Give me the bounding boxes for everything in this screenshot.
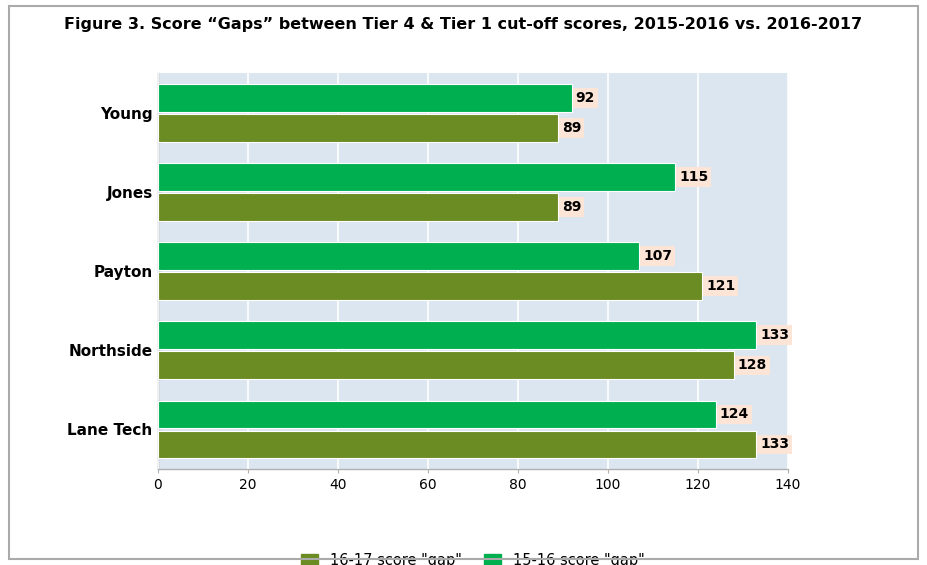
Bar bbox=[158, 351, 161, 379]
Bar bbox=[158, 431, 161, 458]
Bar bbox=[158, 84, 161, 112]
Text: 128: 128 bbox=[738, 358, 767, 372]
Text: 115: 115 bbox=[679, 170, 708, 184]
Bar bbox=[158, 272, 161, 300]
Bar bbox=[158, 114, 161, 142]
Bar bbox=[158, 193, 161, 221]
Bar bbox=[158, 401, 716, 428]
Text: 124: 124 bbox=[719, 407, 749, 421]
Bar bbox=[158, 242, 161, 270]
Bar bbox=[158, 351, 734, 379]
Text: Figure 3. Score “Gaps” between Tier 4 & Tier 1 cut-off scores, 2015-2016 vs. 201: Figure 3. Score “Gaps” between Tier 4 & … bbox=[65, 17, 862, 32]
Text: 121: 121 bbox=[706, 279, 735, 293]
Bar bbox=[158, 431, 756, 458]
Text: 89: 89 bbox=[562, 200, 581, 214]
Bar bbox=[158, 84, 572, 112]
Bar bbox=[158, 321, 161, 349]
Bar bbox=[158, 401, 161, 428]
Text: 89: 89 bbox=[562, 121, 581, 135]
Bar bbox=[158, 321, 756, 349]
Text: 133: 133 bbox=[760, 437, 789, 451]
Bar bbox=[158, 272, 703, 300]
Text: 133: 133 bbox=[760, 328, 789, 342]
Bar bbox=[158, 242, 640, 270]
Bar bbox=[158, 163, 161, 191]
Text: 107: 107 bbox=[643, 249, 672, 263]
Bar bbox=[158, 193, 558, 221]
Bar bbox=[158, 163, 676, 191]
Legend: 16-17 score "gap", 15-16 score "gap": 16-17 score "gap", 15-16 score "gap" bbox=[295, 547, 651, 565]
Bar bbox=[158, 114, 558, 142]
Text: 92: 92 bbox=[576, 91, 595, 105]
